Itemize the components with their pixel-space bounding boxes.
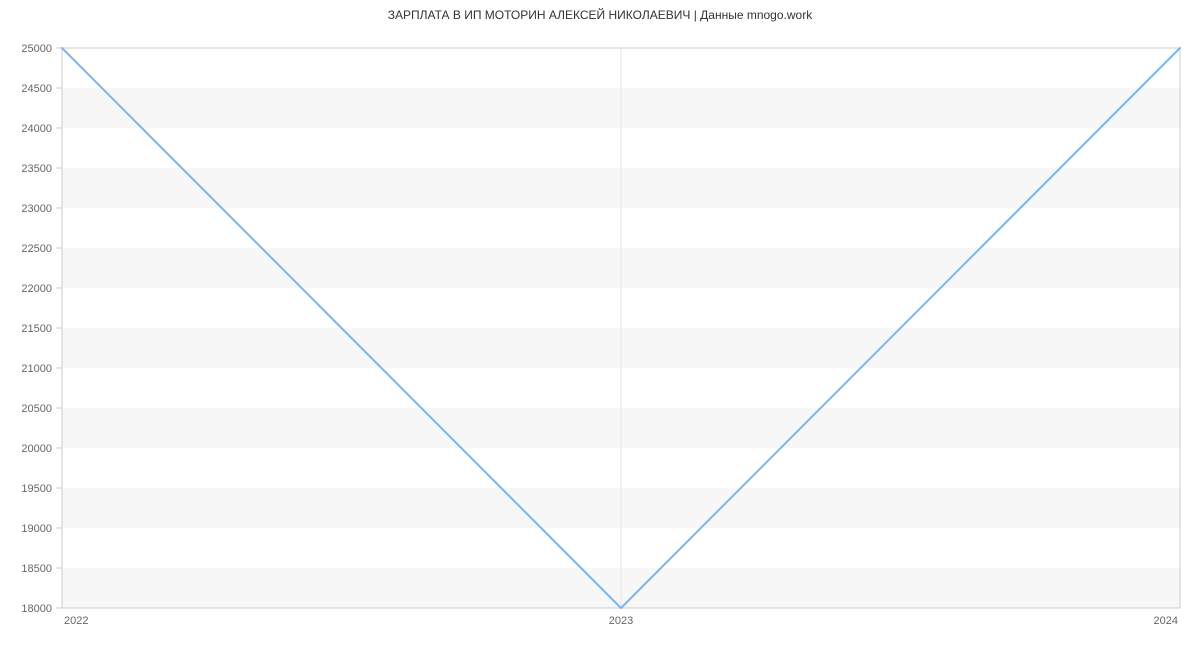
svg-text:24000: 24000: [21, 123, 52, 135]
svg-text:18000: 18000: [21, 603, 52, 615]
svg-text:21000: 21000: [21, 363, 52, 375]
svg-text:25000: 25000: [21, 43, 52, 55]
svg-text:22500: 22500: [21, 243, 52, 255]
salary-line-chart: ЗАРПЛАТА В ИП МОТОРИН АЛЕКСЕЙ НИКОЛАЕВИЧ…: [0, 0, 1200, 650]
svg-text:2023: 2023: [609, 615, 633, 627]
svg-text:19500: 19500: [21, 483, 52, 495]
svg-text:22000: 22000: [21, 283, 52, 295]
svg-text:2022: 2022: [64, 615, 88, 627]
svg-text:24500: 24500: [21, 83, 52, 95]
svg-text:2024: 2024: [1154, 615, 1178, 627]
chart-svg: 18000 18500 19000 19500 20000 20500 21000 21500…: [0, 0, 1200, 650]
svg-text:20000: 20000: [21, 443, 52, 455]
svg-text:21500: 21500: [21, 323, 52, 335]
svg-text:19000: 19000: [21, 523, 52, 535]
svg-text:23000: 23000: [21, 203, 52, 215]
svg-text:23500: 23500: [21, 163, 52, 175]
svg-text:18500: 18500: [21, 563, 52, 575]
chart-title: ЗАРПЛАТА В ИП МОТОРИН АЛЕКСЕЙ НИКОЛАЕВИЧ…: [0, 8, 1200, 22]
svg-text:20500: 20500: [21, 403, 52, 415]
